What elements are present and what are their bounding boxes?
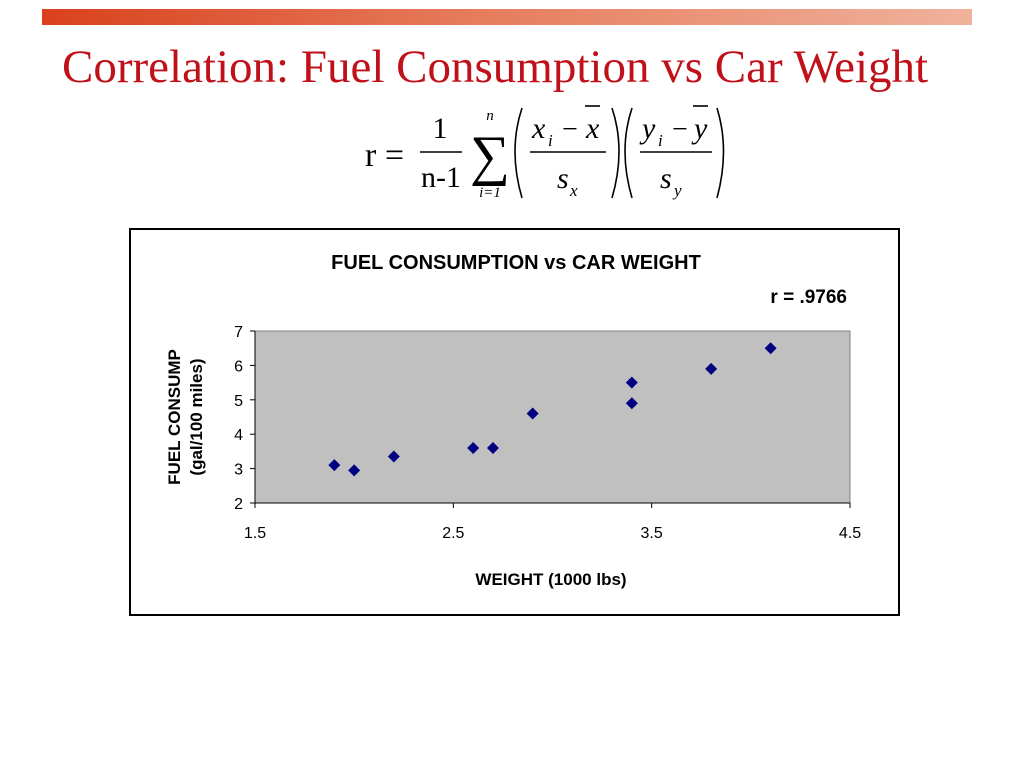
x-tick-label: 3.5 [641, 525, 663, 542]
x-stdev: s [557, 162, 569, 195]
y-ticks: 2 3 4 5 6 7 [234, 324, 255, 513]
header-accent-bar [42, 9, 972, 25]
sum-upper-limit: n [486, 108, 494, 124]
y-tick-label: 2 [234, 496, 243, 513]
y-axis-label-line2: (gal/100 miles) [187, 358, 206, 475]
data-point [764, 342, 777, 355]
data-point [705, 362, 718, 375]
x-tick-label: 4.5 [839, 525, 861, 542]
formula-numerator: 1 [433, 112, 448, 145]
y-tick-label: 6 [234, 358, 243, 375]
y-minus: − [672, 114, 688, 145]
x-subscript: i [548, 131, 553, 150]
y-term: y [639, 112, 656, 145]
left-paren-1 [514, 107, 523, 199]
x-stdev-subscript: x [569, 181, 578, 200]
x-ticks: 1.5 2.5 3.5 4.5 [244, 503, 861, 542]
y-axis-label-line1: FUEL CONSUMP [165, 349, 184, 485]
correlation-formula: r = 1 n-1 n ∑ i=1 x i − x s x y i − y s … [365, 105, 725, 201]
data-points [328, 342, 777, 477]
x-term: x [531, 112, 546, 145]
x-minus: − [562, 114, 578, 145]
data-point [526, 407, 539, 420]
data-point [487, 441, 499, 454]
y-tick-label: 3 [234, 462, 243, 479]
slide-title: Correlation: Fuel Consumption vs Car Wei… [62, 41, 929, 93]
y-subscript: i [658, 131, 663, 150]
sum-lower-limit: i=1 [479, 185, 501, 201]
plot-area [254, 330, 851, 504]
data-point [467, 441, 480, 454]
x-tick-label: 2.5 [442, 525, 464, 542]
y-tick-label: 7 [234, 324, 243, 341]
data-point [348, 464, 361, 477]
chart-frame: FUEL CONSUMPTION vs CAR WEIGHT r = .9766… [129, 228, 900, 616]
y-tick-label: 4 [234, 427, 243, 444]
y-stdev: s [660, 162, 672, 195]
left-paren-2 [624, 107, 633, 199]
sum-sign: ∑ [470, 125, 510, 187]
correlation-annotation: r = .9766 [770, 287, 847, 308]
formula-lhs: r = [365, 137, 404, 174]
right-paren-2 [716, 107, 725, 199]
chart-title: FUEL CONSUMPTION vs CAR WEIGHT [331, 252, 701, 274]
x-bar: x [585, 112, 600, 145]
data-point [625, 376, 638, 389]
x-axis-label: WEIGHT (1000 lbs) [475, 570, 626, 589]
data-point [387, 450, 400, 463]
x-tick-label: 1.5 [244, 525, 266, 542]
data-point [328, 459, 341, 472]
data-point [625, 397, 638, 410]
y-tick-label: 5 [234, 393, 243, 410]
formula-denominator: n-1 [421, 161, 461, 194]
y-bar: y [691, 112, 708, 145]
right-paren-1 [611, 107, 620, 199]
y-stdev-subscript: y [672, 181, 682, 200]
scatter-chart: FUEL CONSUMPTION vs CAR WEIGHT r = .9766… [165, 252, 861, 589]
